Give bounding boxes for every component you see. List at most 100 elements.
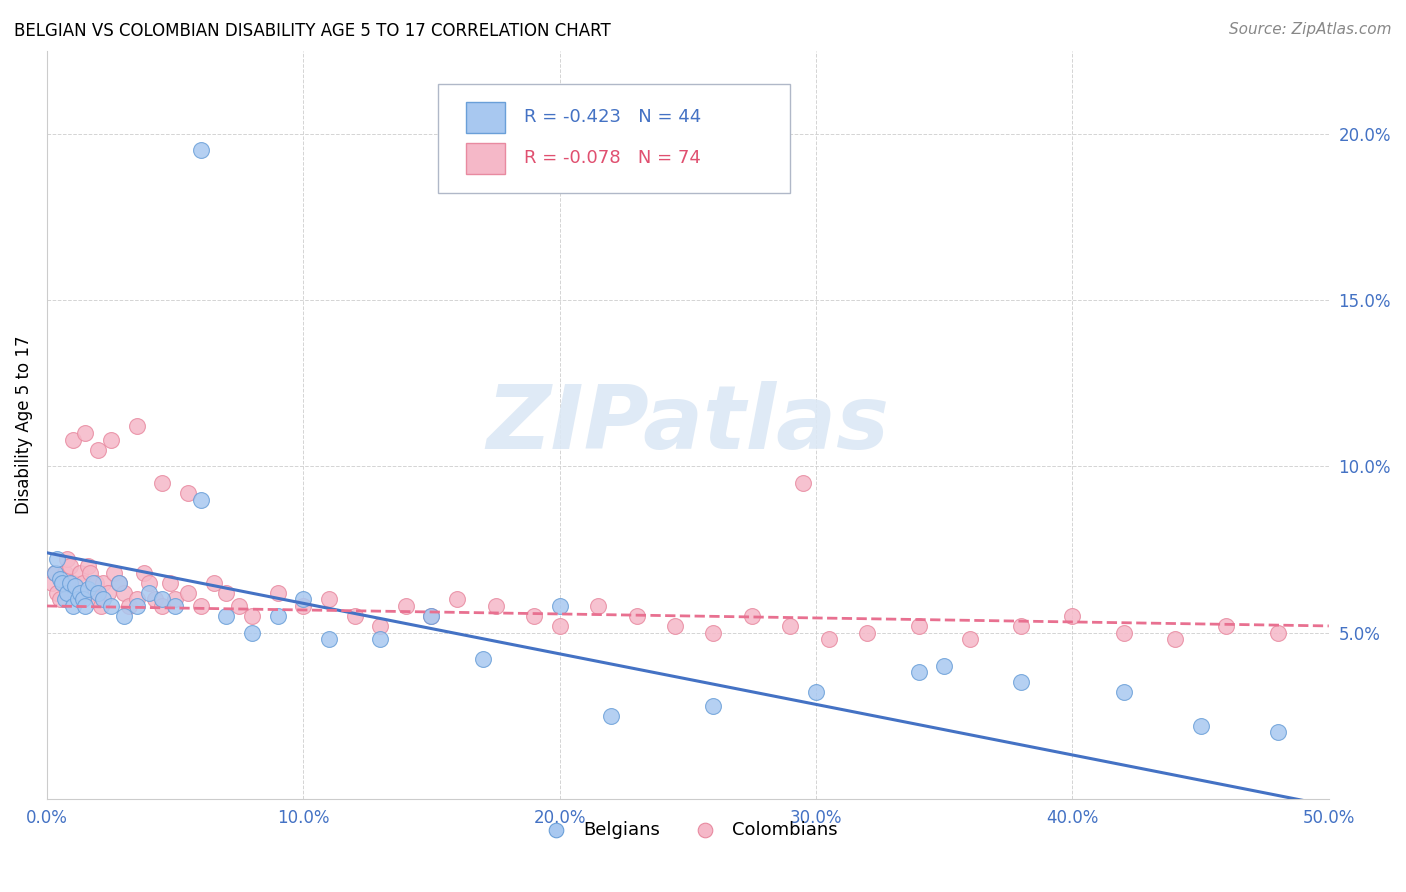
Point [228,599,250,613]
Point [804,685,827,699]
Point [818,632,841,647]
Point [907,619,929,633]
Point [100,433,122,447]
Text: Source: ZipAtlas.com: Source: ZipAtlas.com [1229,22,1392,37]
Point [446,592,468,607]
Point [87,592,110,607]
Point [702,625,724,640]
Text: ZIPatlas: ZIPatlas [486,381,890,468]
Point [53,566,76,580]
Point [103,566,125,580]
Point [112,585,135,599]
Point [177,486,200,500]
Point [420,609,443,624]
Point [69,585,91,599]
Text: R = -0.078   N = 74: R = -0.078 N = 74 [524,150,700,168]
Point [548,599,571,613]
Point [240,609,263,624]
Point [107,575,129,590]
Point [97,585,120,599]
Point [215,585,238,599]
Point [84,575,107,590]
Point [190,144,212,158]
Point [586,599,609,613]
Point [368,632,391,647]
Point [856,625,879,640]
Point [165,599,187,613]
Point [125,599,148,613]
Point [100,599,122,613]
Point [240,625,263,640]
Point [41,575,63,590]
Point [48,573,70,587]
Point [125,419,148,434]
Point [82,575,104,590]
Point [82,585,104,599]
Point [190,492,212,507]
Point [548,619,571,633]
Point [112,609,135,624]
Point [190,599,212,613]
Point [56,585,79,599]
Point [90,599,112,613]
Point [91,575,114,590]
Point [62,575,84,590]
Point [62,433,84,447]
Point [143,592,166,607]
Point [368,619,391,633]
Point [395,599,418,613]
Point [664,619,686,633]
Point [523,609,546,624]
Point [77,559,100,574]
Point [1010,675,1032,690]
Point [138,575,160,590]
Point [75,585,97,599]
Point [318,632,340,647]
Point [471,652,494,666]
Text: BELGIAN VS COLOMBIAN DISABILITY AGE 5 TO 17 CORRELATION CHART: BELGIAN VS COLOMBIAN DISABILITY AGE 5 TO… [14,22,610,40]
Point [626,609,648,624]
Point [1062,609,1084,624]
Point [177,585,200,599]
Point [51,575,73,590]
Legend: Belgians, Colombians: Belgians, Colombians [530,814,845,846]
Point [343,609,366,624]
Point [1112,625,1135,640]
FancyBboxPatch shape [465,102,505,133]
Point [150,475,173,490]
Point [46,552,69,566]
Point [87,442,110,457]
Point [56,552,79,566]
Point [959,632,981,647]
Point [63,579,86,593]
Point [53,592,76,607]
Point [150,599,173,613]
Point [72,592,94,607]
Point [420,609,443,624]
FancyBboxPatch shape [465,143,505,174]
Point [79,566,101,580]
Point [318,592,340,607]
Point [600,708,623,723]
Point [1189,719,1212,733]
Point [77,582,100,597]
Point [165,592,187,607]
Point [702,698,724,713]
Point [1112,685,1135,699]
Point [46,585,69,599]
Point [266,609,288,624]
Point [792,475,814,490]
Point [91,592,114,607]
Point [779,619,801,633]
Point [118,599,141,613]
Point [266,585,288,599]
Point [87,585,110,599]
Point [1215,619,1237,633]
Point [150,592,173,607]
Point [202,575,225,590]
Point [159,575,181,590]
Point [59,575,82,590]
Point [62,599,84,613]
Point [75,599,97,613]
Point [48,592,70,607]
